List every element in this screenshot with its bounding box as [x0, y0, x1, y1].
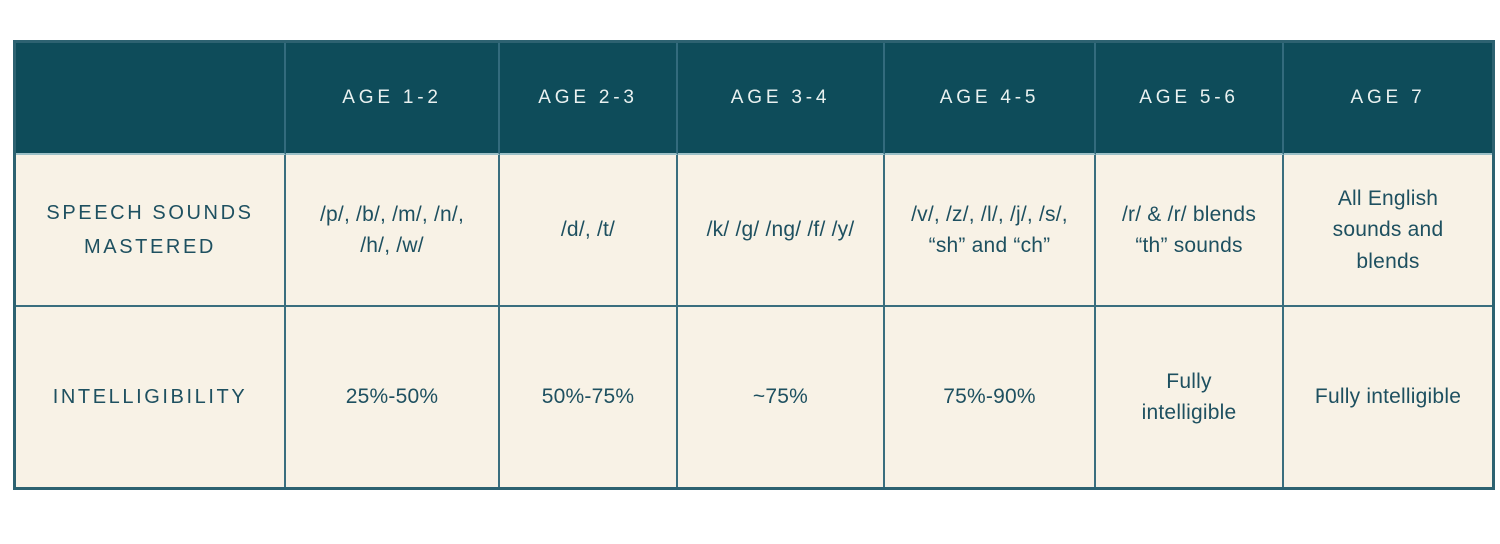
data-cell-sounds-age-1-2: /p/, /b/, /m/, /n/, /h/, /w/ [286, 155, 500, 307]
data-cell-sounds-age-5-6: /r/ & /r/ blends “th” sounds [1096, 155, 1284, 307]
header-cell-age-3-4: AGE 3-4 [678, 43, 885, 155]
header-cell-blank [16, 43, 286, 155]
speech-development-table: AGE 1-2 AGE 2-3 AGE 3-4 AGE 4-5 AGE 5-6 … [13, 40, 1495, 490]
table-row-speech-sounds: SPEECH SOUNDS MASTERED /p/, /b/, /m/, /n… [16, 155, 1492, 307]
data-cell-intel-age-4-5: 75%-90% [885, 307, 1096, 487]
data-cell-sounds-age-4-5: /v/, /z/, /l/, /j/, /s/, “sh” and “ch” [885, 155, 1096, 307]
header-cell-age-2-3: AGE 2-3 [500, 43, 678, 155]
data-cell-intel-age-2-3: 50%-75% [500, 307, 678, 487]
header-cell-age-1-2: AGE 1-2 [286, 43, 500, 155]
row-label-intelligibility: INTELLIGIBILITY [16, 307, 286, 487]
data-cell-intel-age-5-6: Fully intelligible [1096, 307, 1284, 487]
data-cell-intel-age-7: Fully intelligible [1284, 307, 1492, 487]
table-row-intelligibility: INTELLIGIBILITY 25%-50% 50%-75% ~75% 75%… [16, 307, 1492, 487]
header-cell-age-7: AGE 7 [1284, 43, 1492, 155]
data-cell-sounds-age-7: All English sounds and blends [1284, 155, 1492, 307]
header-cell-age-4-5: AGE 4-5 [885, 43, 1096, 155]
data-cell-intel-age-3-4: ~75% [678, 307, 885, 487]
data-cell-intel-age-1-2: 25%-50% [286, 307, 500, 487]
header-cell-age-5-6: AGE 5-6 [1096, 43, 1284, 155]
row-label-speech-sounds: SPEECH SOUNDS MASTERED [16, 155, 286, 307]
data-cell-sounds-age-3-4: /k/ /g/ /ng/ /f/ /y/ [678, 155, 885, 307]
table-header-row: AGE 1-2 AGE 2-3 AGE 3-4 AGE 4-5 AGE 5-6 … [16, 43, 1492, 155]
data-cell-sounds-age-2-3: /d/, /t/ [500, 155, 678, 307]
